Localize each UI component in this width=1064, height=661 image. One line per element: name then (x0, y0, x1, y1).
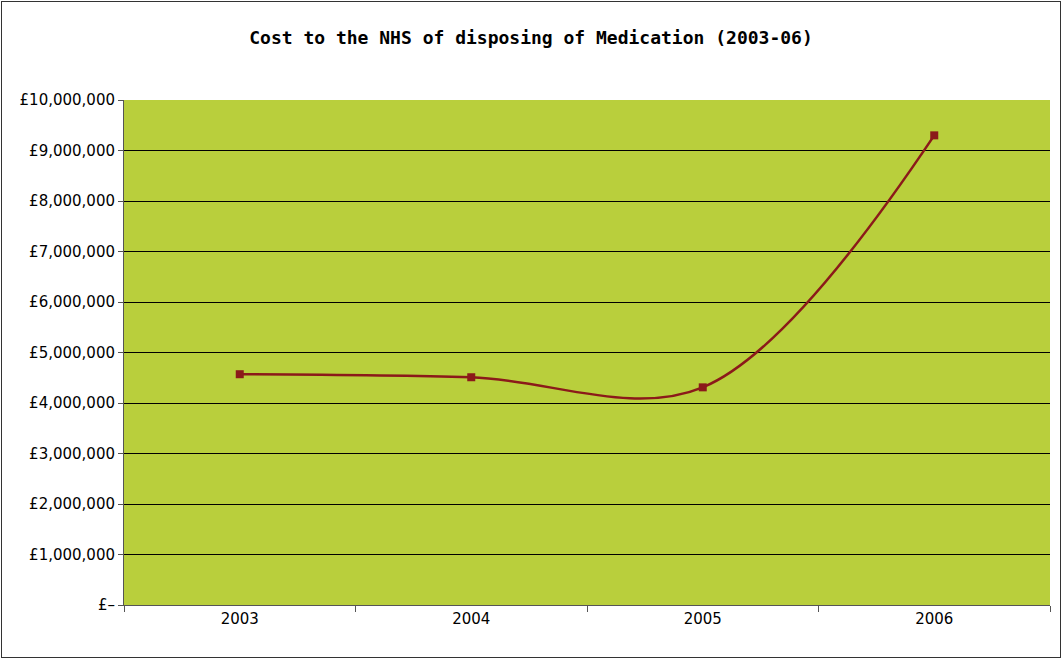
svg-text:2006: 2006 (915, 610, 953, 628)
svg-text:£9,000,000: £9,000,000 (29, 142, 115, 160)
svg-text:£10,000,000: £10,000,000 (20, 91, 115, 109)
svg-text:£1,000,000: £1,000,000 (29, 546, 115, 564)
svg-text:£7,000,000: £7,000,000 (29, 243, 115, 261)
svg-text:£4,000,000: £4,000,000 (29, 394, 115, 412)
svg-text:£2,000,000: £2,000,000 (29, 495, 115, 513)
svg-text:2003: 2003 (221, 610, 259, 628)
svg-text:£5,000,000: £5,000,000 (29, 344, 115, 362)
svg-text:Cost to the NHS of disposing o: Cost to the NHS of disposing of Medicati… (249, 27, 813, 48)
svg-text:£3,000,000: £3,000,000 (29, 445, 115, 463)
svg-text:2005: 2005 (684, 610, 722, 628)
svg-text:£–: £– (98, 596, 115, 614)
svg-text:£6,000,000: £6,000,000 (29, 293, 115, 311)
svg-text:2004: 2004 (452, 610, 490, 628)
svg-text:£8,000,000: £8,000,000 (29, 192, 115, 210)
